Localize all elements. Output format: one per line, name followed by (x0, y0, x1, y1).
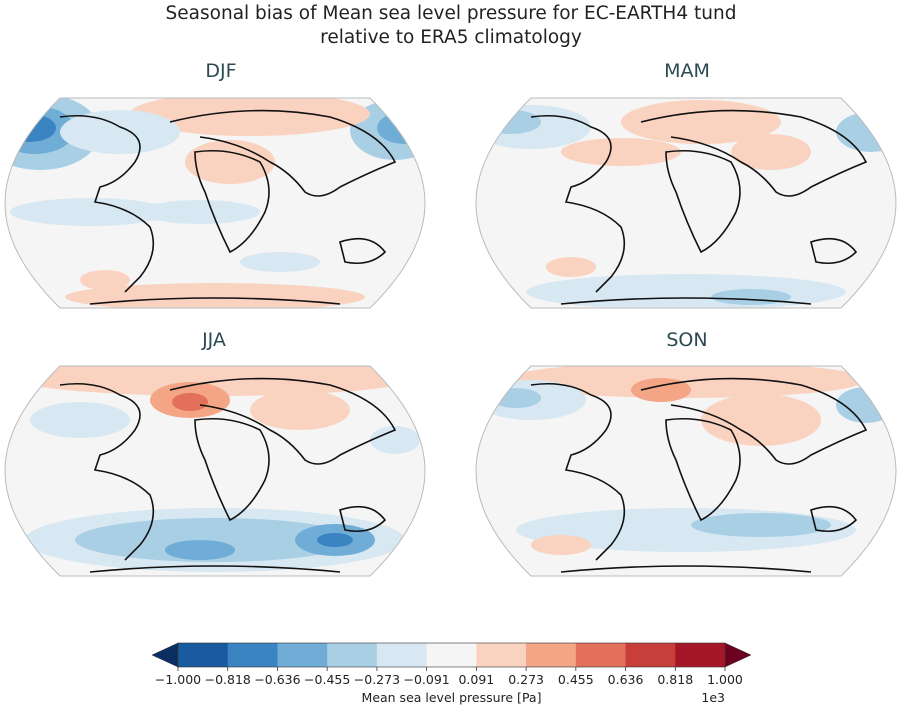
colorbar-frame (177, 642, 726, 668)
colorbar-label: Mean sea level pressure [Pa] (362, 690, 542, 705)
colorbar-tick-label: 1.000 (707, 672, 743, 687)
bias-area (631, 378, 691, 402)
chart-title-line-1: Seasonal bias of Mean sea level pressure… (165, 3, 737, 24)
map-outline (4, 365, 426, 577)
coastline (89, 565, 341, 573)
bias-area (546, 257, 596, 277)
coastlines (530, 377, 868, 573)
colorbar-bin (178, 643, 229, 667)
colorbar-tick-label: 0.455 (558, 672, 594, 687)
coastlines (59, 109, 397, 305)
bias-area (60, 110, 180, 154)
coastline (560, 297, 812, 305)
coastline (59, 114, 155, 293)
panel-title-jja: JJA (202, 329, 226, 351)
panel-title-son: SON (666, 329, 708, 351)
bias-area (30, 402, 130, 438)
colorbar-tick-label: 0.818 (657, 672, 693, 687)
bias-area (250, 390, 350, 430)
bias-area (506, 366, 866, 398)
coastline (339, 237, 387, 265)
colorbar-tick-label: −0.091 (404, 672, 450, 687)
bias-area (701, 394, 821, 446)
panel-title-djf: DJF (205, 60, 237, 82)
colorbar-over-triangle (724, 642, 752, 668)
coastline (530, 114, 626, 293)
bias-area (731, 134, 811, 170)
coastline (665, 149, 741, 254)
bias-area (80, 270, 130, 290)
colorbar-tick-label: −0.636 (254, 672, 300, 687)
colorbar-bin (376, 643, 428, 667)
coastline (665, 417, 741, 522)
bias-area (165, 540, 235, 560)
map-outline (475, 365, 897, 577)
coastline (560, 565, 812, 573)
coastline (169, 109, 397, 197)
map-outline (4, 97, 426, 309)
coastline (194, 149, 270, 254)
coastlines (530, 109, 868, 305)
coastline (640, 377, 868, 465)
colorbar-tick-label: −0.273 (354, 672, 400, 687)
colorbar-bin (625, 643, 676, 667)
colorbar-tick-label: 0.273 (508, 672, 544, 687)
colorbar-bin (526, 643, 577, 667)
map-panel-son (475, 365, 897, 577)
bias-area (691, 513, 831, 537)
bias-area (370, 426, 420, 454)
map-panel-jja (4, 365, 426, 577)
panel-title-mam: MAM (664, 60, 710, 82)
colorbar-bin (426, 643, 477, 667)
colorbar-bin (327, 643, 378, 667)
colorbar-bin (575, 643, 627, 667)
coastline (810, 237, 858, 265)
bias-area (140, 200, 260, 224)
coastline (810, 505, 858, 533)
map-panel-mam (475, 97, 897, 309)
map-panel-djf (4, 97, 426, 309)
bias-area (172, 393, 208, 411)
colorbar-multiplier: 1e3 (701, 690, 725, 705)
coastline (169, 377, 397, 465)
coastline (89, 297, 341, 305)
bias-area (65, 283, 365, 308)
coastline (339, 505, 387, 533)
colorbar-bin (227, 643, 278, 667)
coastline (530, 382, 626, 561)
colorbar-tick-label: 0.636 (608, 672, 644, 687)
coastline (59, 382, 155, 561)
coastline (640, 109, 868, 197)
colorbar-bin (476, 643, 527, 667)
bias-area (130, 98, 370, 136)
bias-area (561, 138, 681, 166)
coastlines (59, 377, 397, 573)
colorbar-bin (277, 643, 328, 667)
colorbar-tick-label: −1.000 (155, 672, 201, 687)
bias-area (317, 533, 353, 547)
colorbar-under-triangle (151, 642, 179, 668)
bias-area (240, 252, 320, 272)
bias-area (75, 518, 355, 562)
colorbar-tick-label: −0.455 (304, 672, 350, 687)
chart-title-line-2: relative to ERA5 climatology (320, 27, 582, 48)
bias-area (10, 198, 170, 226)
bias-area (15, 366, 415, 396)
colorbar-tick-label: −0.818 (205, 672, 251, 687)
map-outline (475, 97, 897, 309)
bias-area (531, 535, 591, 555)
colorbar-bin (675, 643, 726, 667)
colorbar-tick-label: 0.091 (458, 672, 494, 687)
chart-title: Seasonal bias of Mean sea level pressure… (0, 2, 902, 50)
coastline (194, 417, 270, 522)
